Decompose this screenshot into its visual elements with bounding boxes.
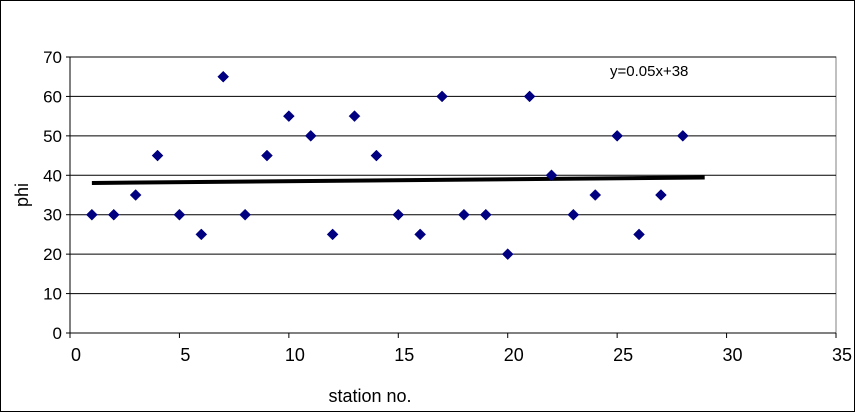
data-point xyxy=(86,208,98,221)
data-point xyxy=(567,208,580,221)
data-point xyxy=(239,208,251,221)
plot-background xyxy=(69,56,837,334)
data-point xyxy=(370,149,383,162)
data-point xyxy=(283,110,295,122)
y-tick-label: 0 xyxy=(53,324,62,343)
data-point xyxy=(501,248,514,260)
data-point xyxy=(414,228,427,241)
x-axis-title: station no. xyxy=(328,386,411,406)
data-point xyxy=(633,228,645,241)
data-point xyxy=(217,70,230,83)
trendline-equation-label: y=0.05x+38 xyxy=(610,63,688,80)
data-point xyxy=(392,208,405,221)
data-point xyxy=(523,90,536,103)
data-point xyxy=(304,130,317,142)
data-point xyxy=(107,208,120,221)
y-tick-label: 60 xyxy=(43,87,62,106)
data-point xyxy=(545,169,558,182)
x-tick-label: 30 xyxy=(723,345,743,365)
data-point xyxy=(589,189,602,201)
data-point xyxy=(195,228,208,241)
y-tick-label: 30 xyxy=(43,206,62,225)
data-point xyxy=(458,208,470,221)
data-point xyxy=(173,208,186,221)
data-point xyxy=(479,208,492,221)
x-tick-label: 35 xyxy=(832,345,852,365)
data-point xyxy=(676,130,689,142)
data-point xyxy=(655,189,667,201)
x-tick-label: 15 xyxy=(394,345,414,365)
x-tick-label: 20 xyxy=(504,345,524,365)
data-point xyxy=(326,228,339,241)
trendline xyxy=(91,175,705,185)
data-point xyxy=(611,130,623,142)
x-tick-labels: 0 5 10 15 20 25 30 35 xyxy=(71,345,852,365)
data-point xyxy=(151,149,164,162)
trendline-group xyxy=(91,175,705,185)
y-tick-label: 40 xyxy=(43,166,62,185)
data-point xyxy=(348,110,361,122)
data-point xyxy=(129,189,142,201)
gridlines xyxy=(70,56,836,295)
plot-area xyxy=(69,56,837,334)
y-tick-label: 10 xyxy=(43,285,62,304)
x-tick-label: 5 xyxy=(180,345,190,365)
y-tick-label: 20 xyxy=(43,245,62,264)
y-tick-label: 50 xyxy=(43,127,62,146)
data-points xyxy=(86,70,689,260)
x-tick-label: 25 xyxy=(613,345,633,365)
data-point xyxy=(261,149,273,162)
x-tick-label: 10 xyxy=(285,345,305,365)
y-axis-title: phi xyxy=(12,183,32,207)
y-tick-labels: 0 10 20 30 40 50 60 70 xyxy=(43,48,62,343)
x-tick-label: 0 xyxy=(71,345,81,365)
data-point xyxy=(436,90,448,103)
axes xyxy=(66,56,837,338)
y-tick-label: 70 xyxy=(43,48,62,67)
